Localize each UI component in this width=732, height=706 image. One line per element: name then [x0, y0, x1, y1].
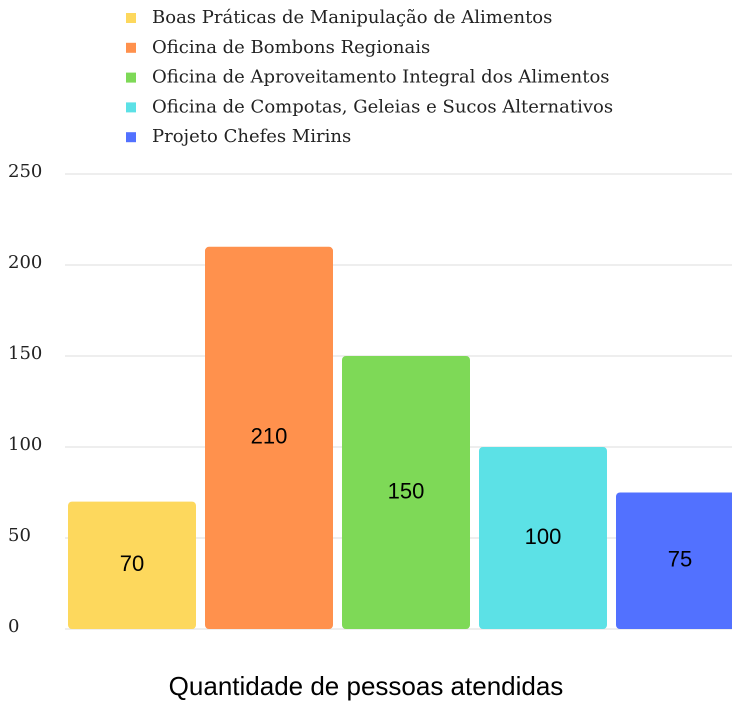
bar: [205, 246, 333, 630]
data-label: 100: [525, 524, 562, 549]
legend-swatch: [126, 42, 136, 53]
y-tick-label: 0: [8, 616, 19, 637]
y-tick-label: 250: [8, 161, 42, 182]
legend-swatch: [126, 132, 136, 143]
x-axis-label: Quantidade de pessoas atendidas: [169, 671, 564, 701]
legend-swatch: [126, 13, 136, 23]
data-label: 150: [388, 478, 425, 503]
legend-label: Oficina de Bombons Regionais: [152, 37, 430, 58]
legend-label: Oficina de Aproveitamento Integral dos A…: [152, 67, 610, 88]
legend-swatch: [126, 102, 136, 113]
bar: [479, 447, 607, 629]
legend-label: Boas Práticas de Manipulação de Alimento…: [152, 7, 552, 28]
y-tick-label: 150: [8, 343, 42, 364]
y-tick-label: 200: [8, 252, 42, 273]
y-tick-label: 100: [8, 434, 42, 455]
legend-swatch: [126, 72, 136, 83]
y-tick-label: 50: [8, 525, 31, 546]
legend-label: Projeto Chefes Mirins: [152, 126, 351, 147]
legend-label: Oficina de Compotas, Geleias e Sucos Alt…: [152, 96, 613, 117]
bar: [68, 501, 196, 629]
bar: [342, 356, 470, 629]
data-label: 70: [120, 551, 144, 576]
bar: [616, 492, 732, 629]
data-label: 75: [668, 547, 692, 572]
data-label: 210: [251, 424, 288, 449]
